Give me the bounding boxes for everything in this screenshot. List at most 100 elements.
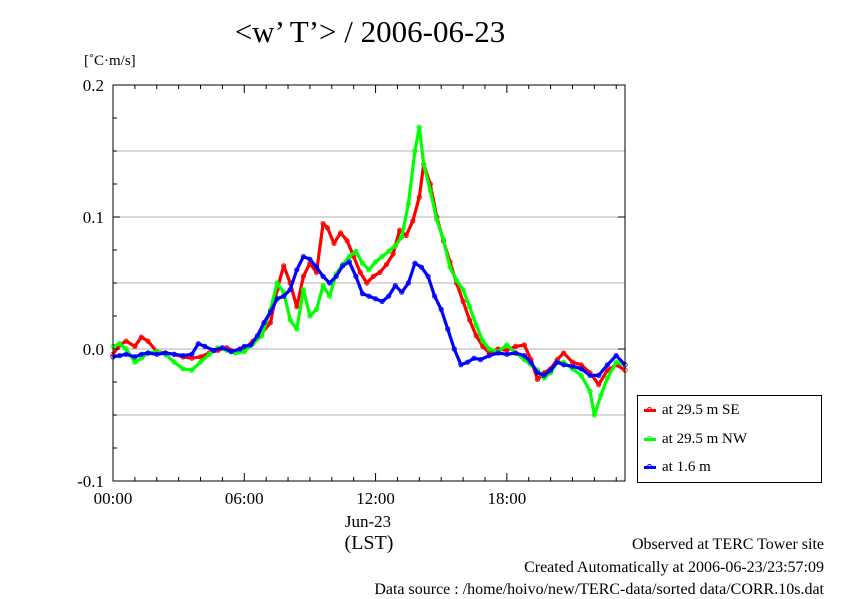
data-point: [418, 264, 425, 270]
data-point: [346, 254, 352, 260]
data-point: [480, 338, 486, 344]
y-tick-label: -0.1: [77, 472, 104, 491]
data-point: [313, 264, 320, 270]
data-point: [596, 372, 602, 378]
legend-label-nw: at 29.5 m NW: [662, 430, 747, 447]
data-point: [344, 238, 350, 244]
x-tick-label: 06:00: [225, 489, 264, 508]
data-point: [453, 277, 460, 283]
data-point: [504, 351, 510, 357]
legend-entry-nw: at 29.5 m NW: [644, 429, 747, 449]
data-point: [480, 343, 486, 349]
data-point: [180, 352, 186, 359]
data-point: [445, 326, 451, 332]
data-point: [320, 221, 326, 227]
data-point: [604, 362, 611, 368]
data-point: [300, 273, 306, 279]
legend-swatch-nw: [644, 435, 656, 441]
data-point: [189, 367, 195, 373]
data-point: [359, 290, 365, 297]
data-point: [274, 296, 280, 302]
data-point: [138, 351, 144, 357]
x-tick-label: 18:00: [487, 489, 526, 508]
data-point: [171, 359, 177, 365]
data-point: [372, 296, 379, 302]
data-point: [228, 348, 234, 355]
y-tick-label: 0.2: [83, 76, 104, 95]
data-point: [254, 333, 260, 339]
x-tick-label: 00:00: [94, 489, 133, 508]
data-point: [281, 263, 287, 269]
data-point: [405, 280, 411, 286]
data-point: [431, 293, 438, 299]
data-point: [117, 341, 123, 347]
data-point: [132, 354, 138, 360]
data-point: [434, 217, 440, 223]
data-point: [392, 243, 398, 249]
data-point: [447, 264, 453, 270]
data-point: [598, 392, 604, 398]
data-point: [300, 254, 306, 260]
data-point: [554, 359, 560, 365]
data-point: [421, 161, 427, 167]
data-point: [366, 293, 372, 299]
data-point: [386, 293, 392, 299]
data-point: [359, 260, 365, 266]
data-point: [534, 376, 541, 382]
data-point: [438, 306, 444, 312]
data-point: [521, 352, 528, 359]
axis-ticks: -0.1 0.0 0.1 0.2 00:00 06:00 12:00 18:00: [77, 76, 625, 508]
data-point: [561, 350, 567, 356]
data-point: [366, 267, 372, 273]
data-point: [370, 273, 376, 279]
data-point: [372, 259, 379, 265]
data-point: [390, 251, 396, 257]
data-point: [512, 350, 519, 356]
data-point: [569, 363, 576, 369]
data-point: [353, 248, 359, 254]
data-point: [578, 366, 584, 372]
data-point: [377, 269, 383, 275]
data-point: [451, 346, 457, 352]
date-label: Jun-23: [344, 512, 392, 531]
data-point: [261, 319, 267, 326]
data-point: [267, 319, 274, 326]
series-lines: [110, 124, 628, 418]
data-point: [464, 359, 471, 365]
data-point: [364, 280, 370, 286]
data-point: [477, 356, 484, 363]
data-point: [416, 194, 422, 200]
data-point: [547, 367, 554, 373]
data-point: [440, 236, 446, 242]
data-point: [145, 338, 151, 344]
data-point: [486, 352, 492, 359]
data-point: [138, 334, 144, 340]
x-axis-label: (LST): [344, 532, 394, 554]
data-point: [473, 322, 479, 328]
data-point: [471, 355, 477, 361]
y-tick-label: 0.0: [83, 340, 104, 359]
data-point: [340, 263, 346, 269]
data-point: [504, 342, 510, 348]
data-point: [386, 248, 392, 254]
data-point: [326, 293, 333, 299]
legend-entry-1-6m: at 1.6 m: [644, 457, 711, 477]
data-point: [248, 342, 254, 348]
data-point: [613, 359, 619, 365]
data-point: [604, 367, 611, 373]
data-point: [241, 348, 247, 355]
series-2: [110, 254, 628, 378]
data-point: [145, 350, 151, 356]
data-point: [274, 280, 280, 286]
series-line: [111, 162, 626, 387]
data-point: [123, 351, 129, 357]
data-point: [237, 346, 243, 352]
data-point: [294, 267, 300, 273]
data-point: [379, 254, 385, 260]
data-point: [171, 351, 177, 357]
data-point: [495, 350, 501, 356]
data-point: [379, 298, 385, 305]
footer-site: Observed at TERC Tower site: [631, 536, 824, 553]
data-point: [123, 338, 129, 344]
